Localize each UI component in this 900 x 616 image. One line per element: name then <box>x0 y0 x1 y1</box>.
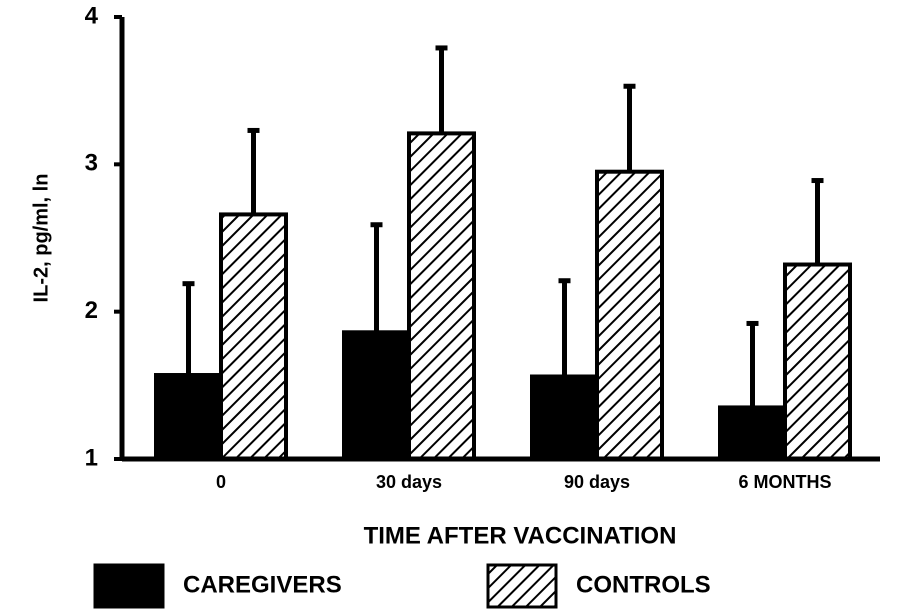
bar <box>783 262 852 461</box>
bar <box>530 374 599 462</box>
legend-swatch <box>486 563 558 609</box>
bar <box>595 169 664 461</box>
y-tick-label: 3 <box>85 150 98 177</box>
bar <box>219 212 288 461</box>
x-tick-label: 0 <box>216 472 226 492</box>
x-tick-label: 90 days <box>564 472 630 492</box>
legend-swatch <box>93 563 165 609</box>
x-tick-label: 6 MONTHS <box>738 472 831 492</box>
bar <box>718 405 787 461</box>
y-axis-label: IL-2, pg/ml, ln <box>30 174 52 303</box>
legend-label: CAREGIVERS <box>183 571 342 598</box>
legend-label: CONTROLS <box>576 571 711 598</box>
y-tick-label: 4 <box>85 2 99 29</box>
bar <box>342 330 411 461</box>
y-tick-label: 1 <box>85 444 98 471</box>
x-tick-label: 30 days <box>376 472 442 492</box>
y-tick-label: 2 <box>85 297 98 324</box>
x-axis-label: TIME AFTER VACCINATION <box>364 522 677 549</box>
bar <box>154 373 223 461</box>
bar <box>407 131 476 461</box>
